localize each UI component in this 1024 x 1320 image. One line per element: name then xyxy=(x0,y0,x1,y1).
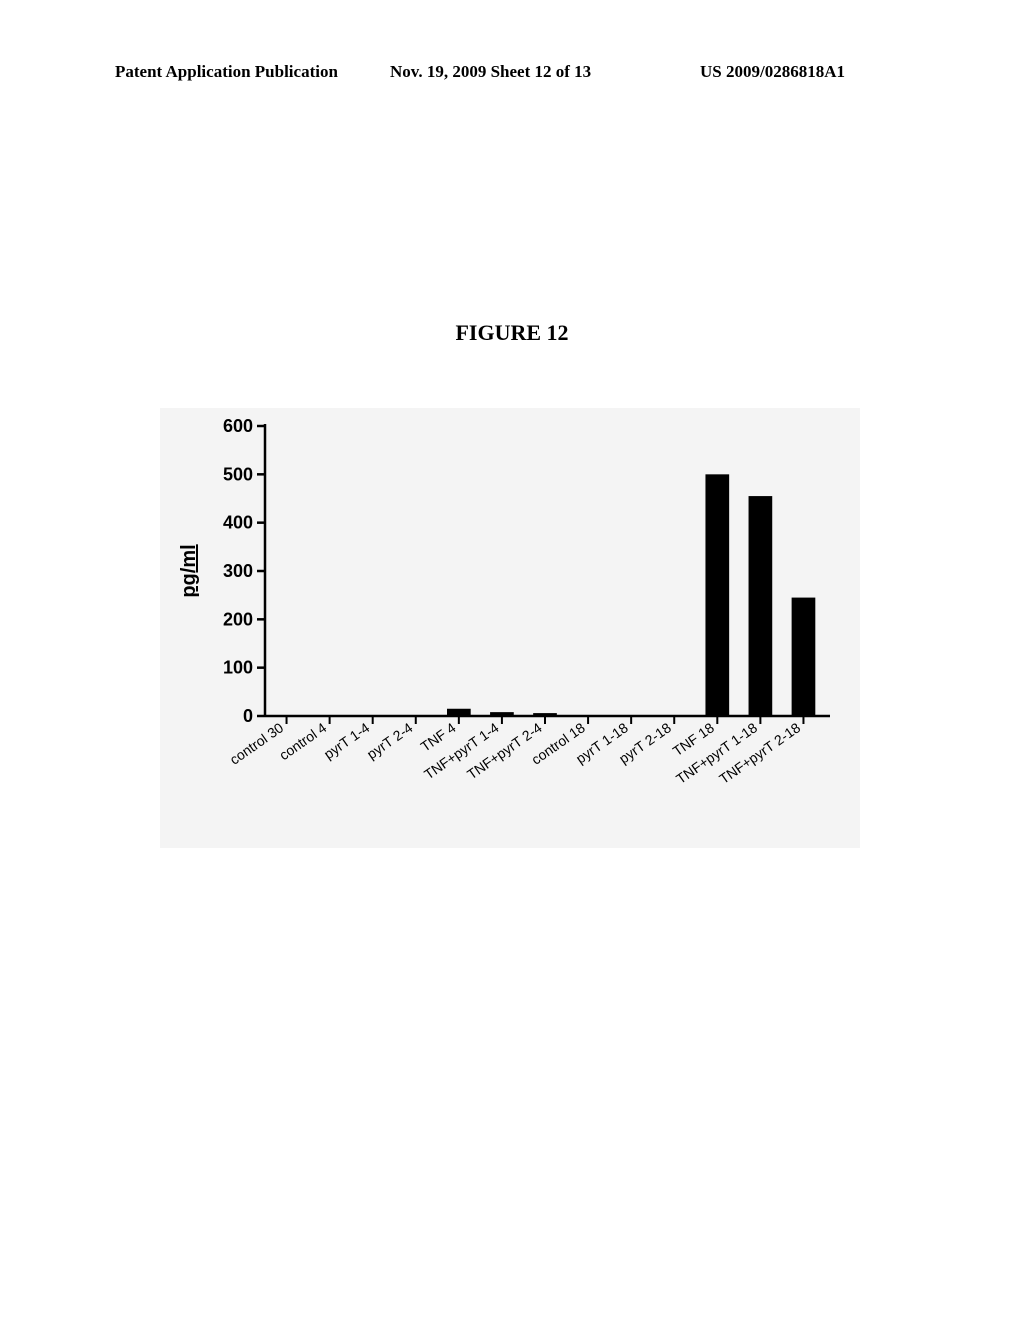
y-tick-label: 500 xyxy=(223,464,253,484)
figure-title: FIGURE 12 xyxy=(0,320,1024,346)
bar xyxy=(749,496,773,716)
bar-chart: 0 100 200 300 400 500 600 pg/ml control 30contro… xyxy=(160,408,860,848)
y-tick-label: 200 xyxy=(223,609,253,629)
bar xyxy=(792,598,816,716)
y-tick-label: 600 xyxy=(223,416,253,436)
bar xyxy=(533,713,557,716)
bar xyxy=(705,474,729,716)
bar xyxy=(490,712,514,716)
header-patent-number: US 2009/0286818A1 xyxy=(700,62,845,82)
x-tick-label: control 4 xyxy=(276,719,329,763)
y-tick-label: 100 xyxy=(223,658,253,678)
y-tick-label: 300 xyxy=(223,561,253,581)
bar xyxy=(447,709,471,716)
header-publication: Patent Application Publication xyxy=(115,62,338,82)
chart-svg: 0 100 200 300 400 500 600 pg/ml control 30contro… xyxy=(160,408,860,848)
x-tick-label: control 30 xyxy=(227,719,287,767)
y-tick-label: 0 xyxy=(243,706,253,726)
y-axis-label: pg/ml xyxy=(178,544,200,597)
header-date-sheet: Nov. 19, 2009 Sheet 12 of 13 xyxy=(390,62,591,82)
y-tick-label: 400 xyxy=(223,513,253,533)
x-tick-label: pyrT 2-4 xyxy=(364,719,416,762)
x-tick-label: pyrT 1-4 xyxy=(321,719,373,762)
